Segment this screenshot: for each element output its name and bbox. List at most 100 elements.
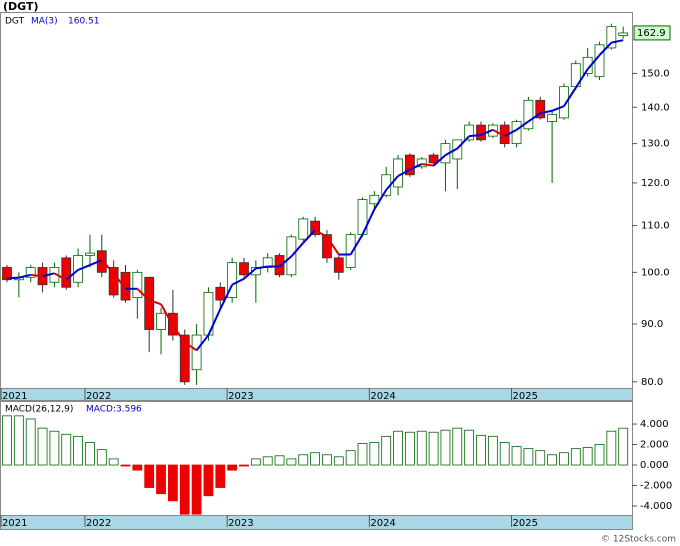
macd-bar: [381, 435, 392, 466]
ma-line: [243, 267, 257, 280]
candle-body: [215, 286, 226, 301]
ma-line: [77, 264, 91, 271]
macd-bar: [369, 442, 380, 466]
y-tick-label: 140.0: [641, 102, 670, 113]
ma-line: [563, 87, 577, 107]
y-tick-label: 80.0: [641, 377, 663, 388]
ma-line: [42, 272, 55, 278]
legend-ma: MA(3): [31, 17, 58, 27]
macd-bar: [357, 443, 368, 466]
macd-bar: [215, 464, 226, 488]
macd-bar: [85, 442, 95, 466]
candle-body: [535, 99, 546, 119]
ma-line: [148, 299, 162, 306]
candle-body: [274, 255, 285, 276]
candle-body: [428, 154, 439, 164]
y-tick-label: 130.0: [641, 139, 670, 150]
macd-bar: [535, 450, 546, 466]
last-price-box: [633, 25, 671, 41]
y-tick-label: 150.0: [641, 68, 670, 79]
ma-line: [112, 272, 127, 290]
candle-body: [108, 267, 119, 296]
macd-bar: [570, 448, 581, 466]
ma-line: [361, 208, 376, 236]
macd-bar: [144, 464, 155, 488]
candle-body: [464, 124, 475, 141]
candle-body: [606, 26, 617, 49]
candle-body: [61, 257, 72, 288]
ma-line: [101, 259, 115, 274]
macd-bar: [594, 444, 605, 466]
y-tick-label: -4.000: [640, 501, 672, 512]
macd-bar: [262, 456, 273, 466]
ma-line: [314, 229, 328, 238]
chart-title: (DGT): [3, 0, 39, 13]
y-tick-label: 4.000: [640, 419, 669, 430]
macd-bar: [547, 454, 557, 466]
ma-line: [504, 128, 518, 138]
macd-bar: [191, 464, 202, 515]
macd-bar: [61, 433, 72, 466]
candle-body: [191, 334, 202, 371]
candle-body: [120, 271, 131, 301]
macd-bar: [499, 442, 510, 466]
macd-bar: [227, 464, 238, 471]
candle-body: [547, 113, 557, 122]
x-tick-label: 2022: [86, 391, 111, 402]
y-tick-label: 120.0: [641, 178, 670, 189]
macd-legend: MACD:3.596: [86, 405, 142, 415]
ma-line: [540, 109, 553, 115]
ma-line: [492, 128, 506, 138]
candle-body: [476, 124, 486, 141]
macd-bar: [404, 431, 415, 466]
footer: © 12Stocks.com: [601, 535, 676, 545]
macd-bar: [203, 464, 214, 497]
legend-series: DGT: [5, 17, 25, 27]
ma-line: [219, 284, 234, 310]
ma-line: [30, 273, 43, 278]
macd-bar: [49, 430, 60, 466]
macd-bar: [167, 464, 178, 502]
macd-bar: [310, 452, 321, 466]
ma-line: [551, 105, 565, 112]
x-tick-label: 2023: [228, 518, 253, 529]
ma-line: [184, 341, 198, 352]
candle-body: [25, 267, 36, 278]
ma-line: [195, 334, 210, 351]
candle-body: [416, 158, 427, 168]
ma-line: [349, 234, 364, 256]
candle-body: [298, 218, 309, 240]
ma-line: [598, 41, 613, 56]
candle-body: [156, 312, 166, 330]
last-price-label: 162.9: [637, 28, 666, 39]
candle-body: [2, 267, 12, 281]
ma-line: [611, 39, 624, 44]
candle-body: [333, 257, 344, 273]
ma-line: [574, 68, 589, 89]
candle-body: [594, 44, 605, 78]
ma-line: [65, 269, 79, 281]
candle-body: [618, 32, 629, 37]
macd-bar: [322, 454, 332, 466]
candle-body: [369, 194, 380, 205]
macd-bar: [393, 430, 403, 466]
candle-body: [144, 276, 155, 330]
macd-bar: [511, 446, 522, 466]
macd-bar: [416, 430, 427, 466]
ma-line: [397, 168, 411, 177]
macd-bar: [582, 447, 593, 466]
macd-bar: [440, 429, 451, 466]
candle-body: [322, 234, 332, 259]
ma-line: [444, 147, 458, 156]
ma-line: [290, 242, 305, 258]
ma-line: [385, 175, 399, 191]
candle-body: [239, 262, 249, 276]
x-tick-label: 2021: [2, 518, 27, 529]
ma-line: [302, 229, 316, 244]
x-tick-label: 2024: [370, 518, 395, 529]
macd-bar: [156, 464, 166, 495]
macd-bar: [13, 415, 24, 466]
ma-line: [160, 303, 174, 327]
x-tick-label: 2023: [228, 391, 253, 402]
